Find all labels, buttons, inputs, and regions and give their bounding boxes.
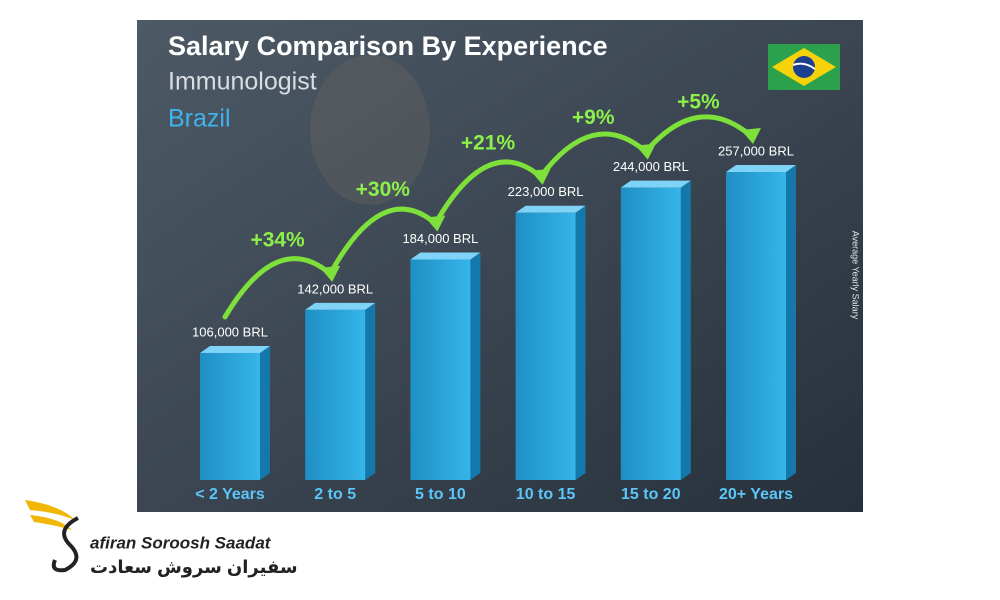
value-label: 223,000 BRL [508, 184, 584, 199]
value-label: 142,000 BRL [297, 281, 373, 296]
growth-arrow [538, 131, 649, 180]
bar [620, 187, 681, 480]
y-axis-label: Average Yearly Salary [851, 231, 861, 320]
percent-change: +21% [461, 131, 516, 154]
bar-side [365, 302, 376, 480]
bar-top [726, 165, 796, 172]
bar-top [620, 180, 691, 188]
bar [515, 212, 576, 481]
x-tick-label: < 2 Years [195, 486, 265, 503]
bar [726, 172, 786, 480]
value-label: 184,000 BRL [402, 231, 478, 246]
chart-subtitle: Immunologist [168, 68, 317, 96]
x-tick-label: 10 to 15 [516, 486, 576, 503]
percent-change: +5% [677, 91, 720, 114]
percent-change: +9% [572, 106, 615, 129]
x-tick-label: 5 to 10 [415, 486, 466, 503]
value-label: 244,000 BRL [613, 159, 689, 174]
chart-title: Salary Comparison By Experience [168, 31, 608, 61]
growth-arrow [643, 114, 754, 155]
bar-top [515, 205, 586, 213]
percent-change: +34% [250, 228, 305, 251]
bar-side [260, 345, 270, 480]
bar [305, 309, 366, 480]
bar [200, 352, 260, 480]
bar-top [410, 252, 481, 260]
x-tick-label: 2 to 5 [314, 486, 356, 503]
bar-top [305, 302, 376, 310]
x-tick-label: 15 to 20 [621, 486, 681, 503]
growth-arrow [327, 206, 438, 277]
bar-side [470, 252, 481, 480]
bar [410, 259, 471, 480]
flag [768, 44, 840, 90]
value-label: 106,000 BRL [192, 324, 268, 339]
percent-change: +30% [356, 178, 411, 201]
x-tick-label: 20+ Years [719, 486, 793, 503]
arrow-head [741, 128, 761, 144]
bar-side [575, 205, 586, 481]
photo-figure [310, 55, 430, 205]
country: Brazil [168, 105, 231, 133]
logo: afiran Soroosh Saadat سفیران سروش سعادت [25, 500, 298, 578]
value-label: 257,000 BRL [718, 143, 794, 158]
logo-name: afiran Soroosh Saadat [90, 533, 272, 552]
growth-arrow [222, 256, 333, 320]
bar-top [200, 345, 270, 353]
bar-side [786, 165, 796, 480]
logo-name-fa: سفیران سروش سعادت [90, 557, 298, 578]
growth-arrow [432, 159, 544, 226]
bar-side [680, 180, 691, 480]
